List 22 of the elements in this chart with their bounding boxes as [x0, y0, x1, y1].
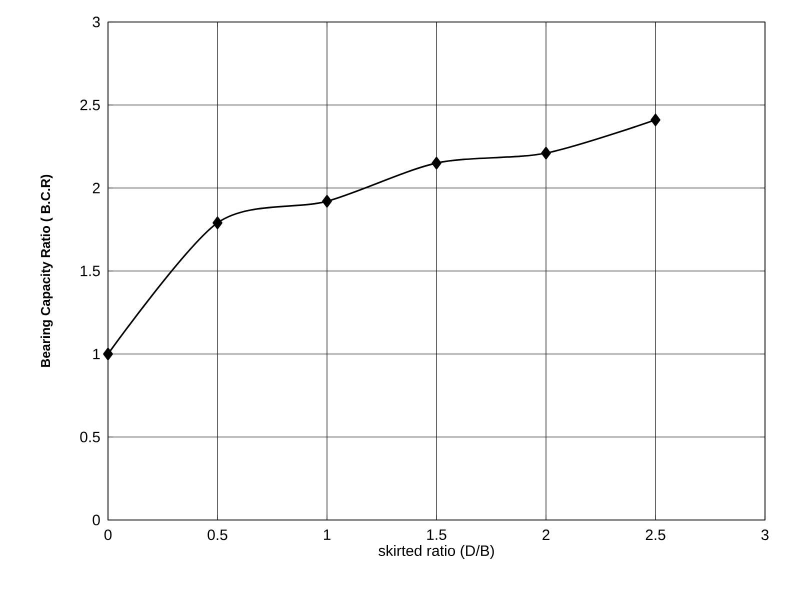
point — [322, 194, 332, 208]
x-tick-label: 2 — [542, 530, 550, 540]
x-tick-label: 0 — [104, 530, 112, 540]
y-tick-label: 1.5 — [80, 266, 100, 276]
point — [432, 156, 442, 170]
y-tick-label: 2.5 — [80, 100, 100, 110]
y-axis-title: Bearing Capacity Ratio ( B.C.R) — [40, 174, 53, 367]
point — [541, 146, 551, 160]
x-tick-label: 3 — [761, 530, 769, 540]
x-tick-label: 1 — [324, 530, 330, 540]
y-tick-label: 3 — [92, 16, 100, 28]
x-axis-title: skirted ratio (D/B) — [378, 545, 494, 559]
point — [650, 114, 660, 126]
point — [212, 216, 222, 230]
y-tick-label: 0.5 — [80, 432, 100, 442]
y-tick-label: 1 — [93, 348, 100, 360]
y-tick-label: 2 — [92, 182, 100, 194]
y-tick-label: 0 — [92, 514, 100, 526]
x-tick-label: 1.5 — [427, 530, 446, 540]
x-tick-label: 0.5 — [208, 530, 228, 540]
x-tick-label: 2.5 — [646, 530, 666, 540]
point — [103, 348, 113, 360]
